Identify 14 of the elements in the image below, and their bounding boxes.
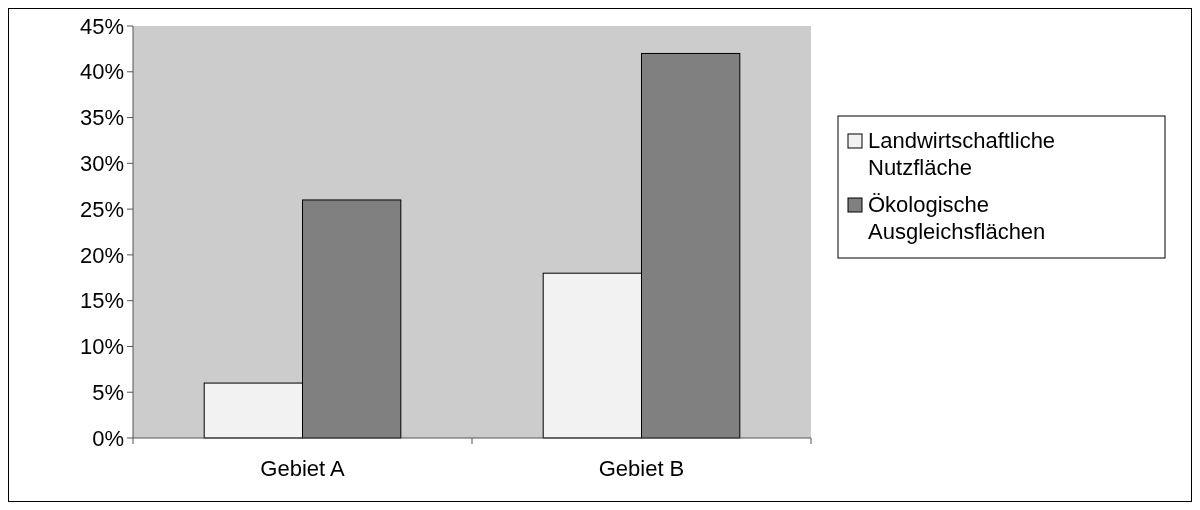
legend-label: Ökologische Ausgleichsflächen <box>868 192 1046 244</box>
legend-label: Landwirtschaftliche Nutzfläche <box>868 128 1056 180</box>
y-tick-label: 25% <box>79 196 124 222</box>
y-tick-label: 40% <box>79 59 124 85</box>
y-tick-label: 5% <box>92 379 124 405</box>
y-tick-label: 15% <box>79 288 124 314</box>
x-tick-label: Gebiet A <box>260 456 346 481</box>
y-tick-label: 0% <box>92 425 124 451</box>
y-tick-label: 20% <box>79 242 124 268</box>
y-tick-label: 35% <box>79 105 124 131</box>
y-tick-label: 10% <box>79 334 124 360</box>
y-tick-label: 45% <box>79 13 124 39</box>
y-tick-label: 30% <box>79 151 124 177</box>
x-tick-label: Gebiet B <box>598 456 685 481</box>
